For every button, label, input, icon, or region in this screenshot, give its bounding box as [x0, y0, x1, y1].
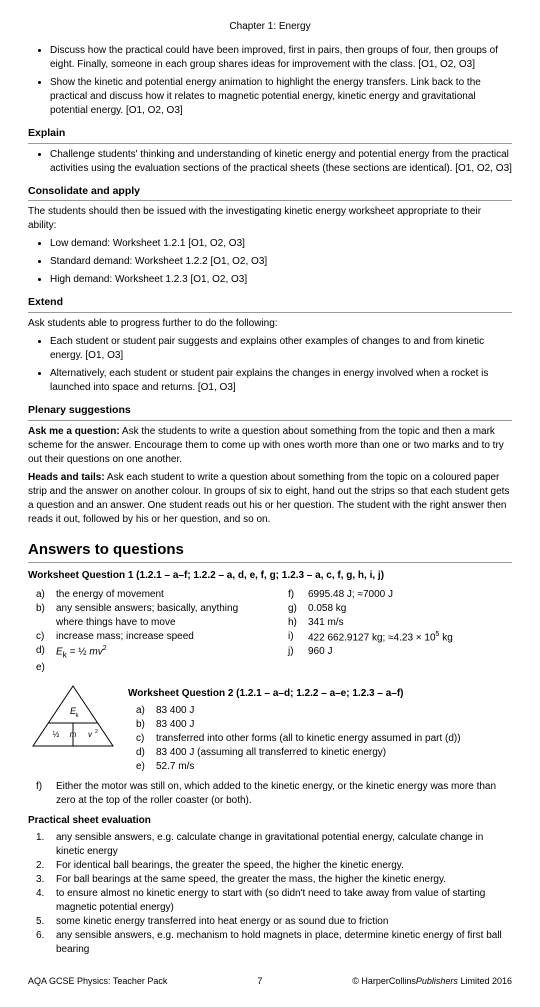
plenary-heading: Plenary suggestions [28, 403, 512, 421]
ws1-answers: a)the energy of movement b)any sensible … [28, 586, 512, 677]
bullet-item: Alternatively, each student or student p… [50, 367, 512, 395]
ws2-list: a)83 400 J b)83 400 J c)transferred into… [128, 704, 512, 774]
consolidate-intro: The students should then be issued with … [28, 205, 512, 233]
list-item: h)341 m/s [288, 616, 512, 630]
explain-bullets: Challenge students' thinking and underst… [28, 148, 512, 176]
bullet-item: Low demand: Worksheet 1.2.1 [O1, O2, O3] [50, 237, 512, 251]
bullet-item: High demand: Worksheet 1.2.3 [O1, O2, O3… [50, 273, 512, 287]
bullet-item: Each student or student pair suggests an… [50, 335, 512, 363]
plenary-ask: Ask me a question: Ask the students to w… [28, 425, 512, 467]
top-bullets: Discuss how the practical could have bee… [28, 44, 512, 118]
extend-heading: Extend [28, 295, 512, 313]
list-item: 4.to ensure almost no kinetic energy to … [36, 887, 512, 915]
list-item: a)83 400 J [136, 704, 512, 718]
svg-text:v: v [88, 730, 93, 739]
footer-left: AQA GCSE Physics: Teacher Pack [28, 975, 167, 988]
list-item: 6.any sensible answers, e.g. mechanism t… [36, 929, 512, 957]
consolidate-bullets: Low demand: Worksheet 1.2.1 [O1, O2, O3]… [28, 237, 512, 287]
ws2-heading: Worksheet Question 2 (1.2.1 – a–d; 1.2.2… [128, 687, 512, 701]
list-item: 5.some kinetic energy transferred into h… [36, 915, 512, 929]
list-item: c)increase mass; increase speed [36, 630, 260, 644]
bullet-item: Discuss how the practical could have bee… [50, 44, 512, 72]
list-item: 1.any sensible answers, e.g. calculate c… [36, 831, 512, 859]
list-item: g)0.058 kg [288, 602, 512, 616]
list-item: e) [36, 661, 260, 675]
svg-text:½: ½ [53, 730, 60, 739]
list-item: d)83 400 J (assuming all transferred to … [136, 746, 512, 760]
ws1-heading: Worksheet Question 1 (1.2.1 – a–f; 1.2.2… [28, 569, 512, 583]
extend-intro: Ask students able to progress further to… [28, 317, 512, 331]
list-item: c)transferred into other forms (all to k… [136, 732, 512, 746]
bullet-item: Standard demand: Worksheet 1.2.2 [O1, O2… [50, 255, 512, 269]
extend-bullets: Each student or student pair suggests an… [28, 335, 512, 395]
consolidate-heading: Consolidate and apply [28, 184, 512, 202]
list-item: b)83 400 J [136, 718, 512, 732]
triangle-diagram: E k ½ m v 2 [28, 681, 118, 756]
list-item: j)960 J [288, 645, 512, 659]
svg-text:k: k [76, 713, 80, 719]
footer-page: 7 [257, 975, 262, 988]
list-item: 2.For identical ball bearings, the great… [36, 859, 512, 873]
list-item: a)the energy of movement [36, 588, 260, 602]
chapter-header: Chapter 1: Energy [28, 20, 512, 34]
list-item: b)any sensible answers; basically, anyth… [36, 602, 260, 630]
page-footer: AQA GCSE Physics: Teacher Pack 7 © Harpe… [28, 975, 512, 988]
bullet-item: Show the kinetic and potential energy an… [50, 76, 512, 118]
svg-text:2: 2 [95, 729, 98, 735]
ask-label: Ask me a question: [28, 426, 120, 437]
plenary-heads: Heads and tails: Ask each student to wri… [28, 471, 512, 527]
list-item: i)422 662.9127 kg; ≈4.23 × 105 kg [288, 630, 512, 645]
list-item: f)6995.48 J; ≈7000 J [288, 588, 512, 602]
list-item: e)52.7 m/s [136, 760, 512, 774]
eval-heading: Practical sheet evaluation [28, 814, 512, 828]
list-item: d)Ek = ½ mv2 [36, 644, 260, 661]
answers-heading: Answers to questions [28, 539, 512, 563]
bullet-item: Challenge students' thinking and underst… [50, 148, 512, 176]
explain-heading: Explain [28, 126, 512, 144]
footer-right: © HarperCollinsPublishers Limited 2016 [352, 975, 512, 988]
heads-label: Heads and tails: [28, 472, 105, 483]
ws2-row: E k ½ m v 2 Worksheet Question 2 (1.2.1 … [28, 681, 512, 776]
list-item: 3.For ball bearings at the same speed, t… [36, 873, 512, 887]
svg-text:m: m [70, 730, 77, 739]
eval-list: 1.any sensible answers, e.g. calculate c… [28, 831, 512, 957]
